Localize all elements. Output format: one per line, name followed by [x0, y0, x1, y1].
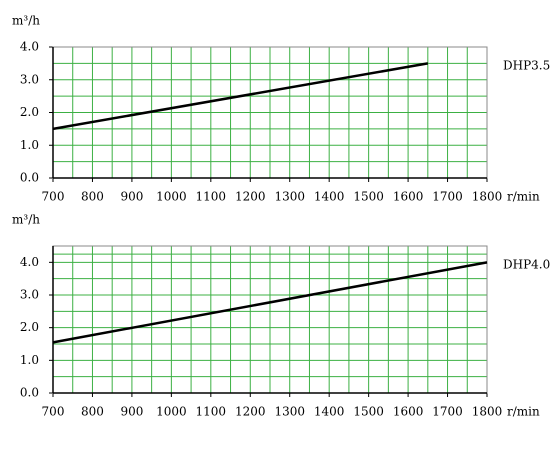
legend-label: DHP4.0	[503, 258, 550, 272]
x-tick-label: 900	[120, 405, 143, 419]
x-axis-label: r/min	[507, 405, 540, 419]
x-tick-label: 1800	[472, 190, 503, 204]
x-tick-label: 700	[42, 405, 65, 419]
x-tick-label: 1000	[156, 190, 187, 204]
y-tick-label: 4.0	[20, 255, 39, 269]
x-tick-label: 1600	[393, 405, 424, 419]
x-tick-label: 1800	[472, 405, 503, 419]
y-tick-label: 1.0	[20, 353, 39, 367]
x-tick-label: 1300	[274, 190, 305, 204]
x-tick-label: 1000	[156, 405, 187, 419]
y-tick-label: 0.0	[20, 171, 39, 185]
y-tick-label: 0.0	[20, 386, 39, 400]
x-tick-label: 1100	[196, 405, 227, 419]
y-tick-label: 2.0	[20, 105, 39, 119]
y-tick-label: 2.0	[20, 320, 39, 334]
x-tick-label: 1300	[274, 405, 305, 419]
y-tick-label: 1.0	[20, 138, 39, 152]
x-tick-label: 1700	[432, 190, 463, 204]
y-axis-label: m³/h	[12, 14, 40, 28]
x-tick-label: 700	[42, 190, 65, 204]
x-tick-label: 900	[120, 190, 143, 204]
x-tick-label: 1400	[314, 190, 345, 204]
x-tick-label: 1500	[353, 190, 384, 204]
x-tick-label: 1200	[235, 405, 266, 419]
x-tick-label: 800	[81, 190, 104, 204]
x-axis-label: r/min	[507, 190, 540, 204]
x-tick-label: 1400	[314, 405, 345, 419]
y-tick-label: 3.0	[20, 72, 39, 86]
x-tick-label: 1100	[196, 190, 227, 204]
x-tick-label: 1700	[432, 405, 463, 419]
y-axis-label: m³/h	[12, 213, 40, 227]
x-tick-label: 800	[81, 405, 104, 419]
x-tick-label: 1600	[393, 190, 424, 204]
x-tick-label: 1500	[353, 405, 384, 419]
y-tick-label: 3.0	[20, 288, 39, 302]
legend-label: DHP3.5	[503, 59, 550, 73]
y-tick-label: 4.0	[20, 40, 39, 54]
x-tick-label: 1200	[235, 190, 266, 204]
series-line	[52, 62, 429, 131]
series-line	[52, 261, 488, 344]
